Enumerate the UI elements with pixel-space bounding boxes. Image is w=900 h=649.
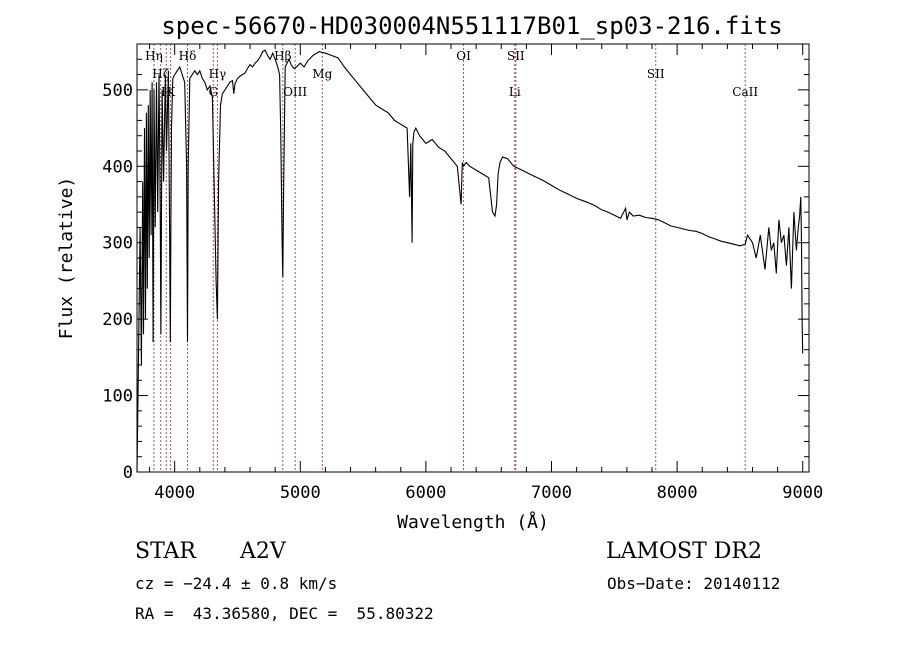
y-tick-label: 500 <box>102 81 133 101</box>
spectral-line-label: G <box>208 85 218 99</box>
spectral-line-label: CaII <box>732 85 758 99</box>
spectral-line-label: Mg <box>312 67 332 81</box>
spectral-line-label: K <box>166 85 176 99</box>
spectral-class: A2V <box>239 539 287 564</box>
cz-value: cz = −24.4 ± 0.8 km/s <box>135 574 337 593</box>
x-tick-label: 4000 <box>154 483 195 503</box>
spectral-line-label: Hβ <box>274 49 291 63</box>
y-tick-label: 300 <box>102 234 133 254</box>
y-axis-label: Flux (relative) <box>56 177 77 340</box>
survey-name: LAMOST DR2 <box>606 539 762 564</box>
plot-frame <box>136 43 810 473</box>
y-tick-label: 200 <box>102 310 133 330</box>
chart-title: spec-56670-HD030004N551117B01_sp03-216.f… <box>161 12 782 40</box>
spectral-line-label: Hγ <box>209 67 227 81</box>
y-tick-label: 0 <box>123 463 133 483</box>
spectral-line-label: SII <box>647 67 665 81</box>
line-markers: Hη Hζ HK Hδ G Hγ Hβ OIII Mg OI SII Li SII CaII <box>145 44 758 472</box>
object-type: STAR <box>135 539 197 564</box>
spectrum-series-line <box>136 49 804 473</box>
x-tick-label: 5000 <box>280 483 321 503</box>
spectral-line-label: Hζ <box>152 67 169 81</box>
x-tick-label: 8000 <box>657 483 698 503</box>
spectral-line-label: OI <box>456 49 471 63</box>
spectral-line-label: Hδ <box>179 49 197 63</box>
x-tick-label: 9000 <box>782 483 823 503</box>
spectral-line-label: Li <box>509 85 521 99</box>
spectral-line-label: H <box>161 85 171 99</box>
x-axis-label: Wavelength (Å) <box>397 511 549 533</box>
obs-date: Obs−Date: 20140112 <box>607 574 780 593</box>
spectral-line-label: SII <box>507 49 525 63</box>
spectral-line-label: Hη <box>145 49 163 63</box>
x-tick-label: 6000 <box>405 483 446 503</box>
spectral-line-label: OIII <box>283 85 307 99</box>
ra-dec: RA = 43.36580, DEC = 55.80322 <box>135 604 434 623</box>
y-tick-label: 100 <box>102 387 133 407</box>
y-tick-label: 400 <box>102 157 133 177</box>
x-tick-label: 7000 <box>531 483 572 503</box>
axis-ticks: 4000 5000 6000 7000 8000 9000 0 100 200 300 400 500 <box>102 44 823 503</box>
